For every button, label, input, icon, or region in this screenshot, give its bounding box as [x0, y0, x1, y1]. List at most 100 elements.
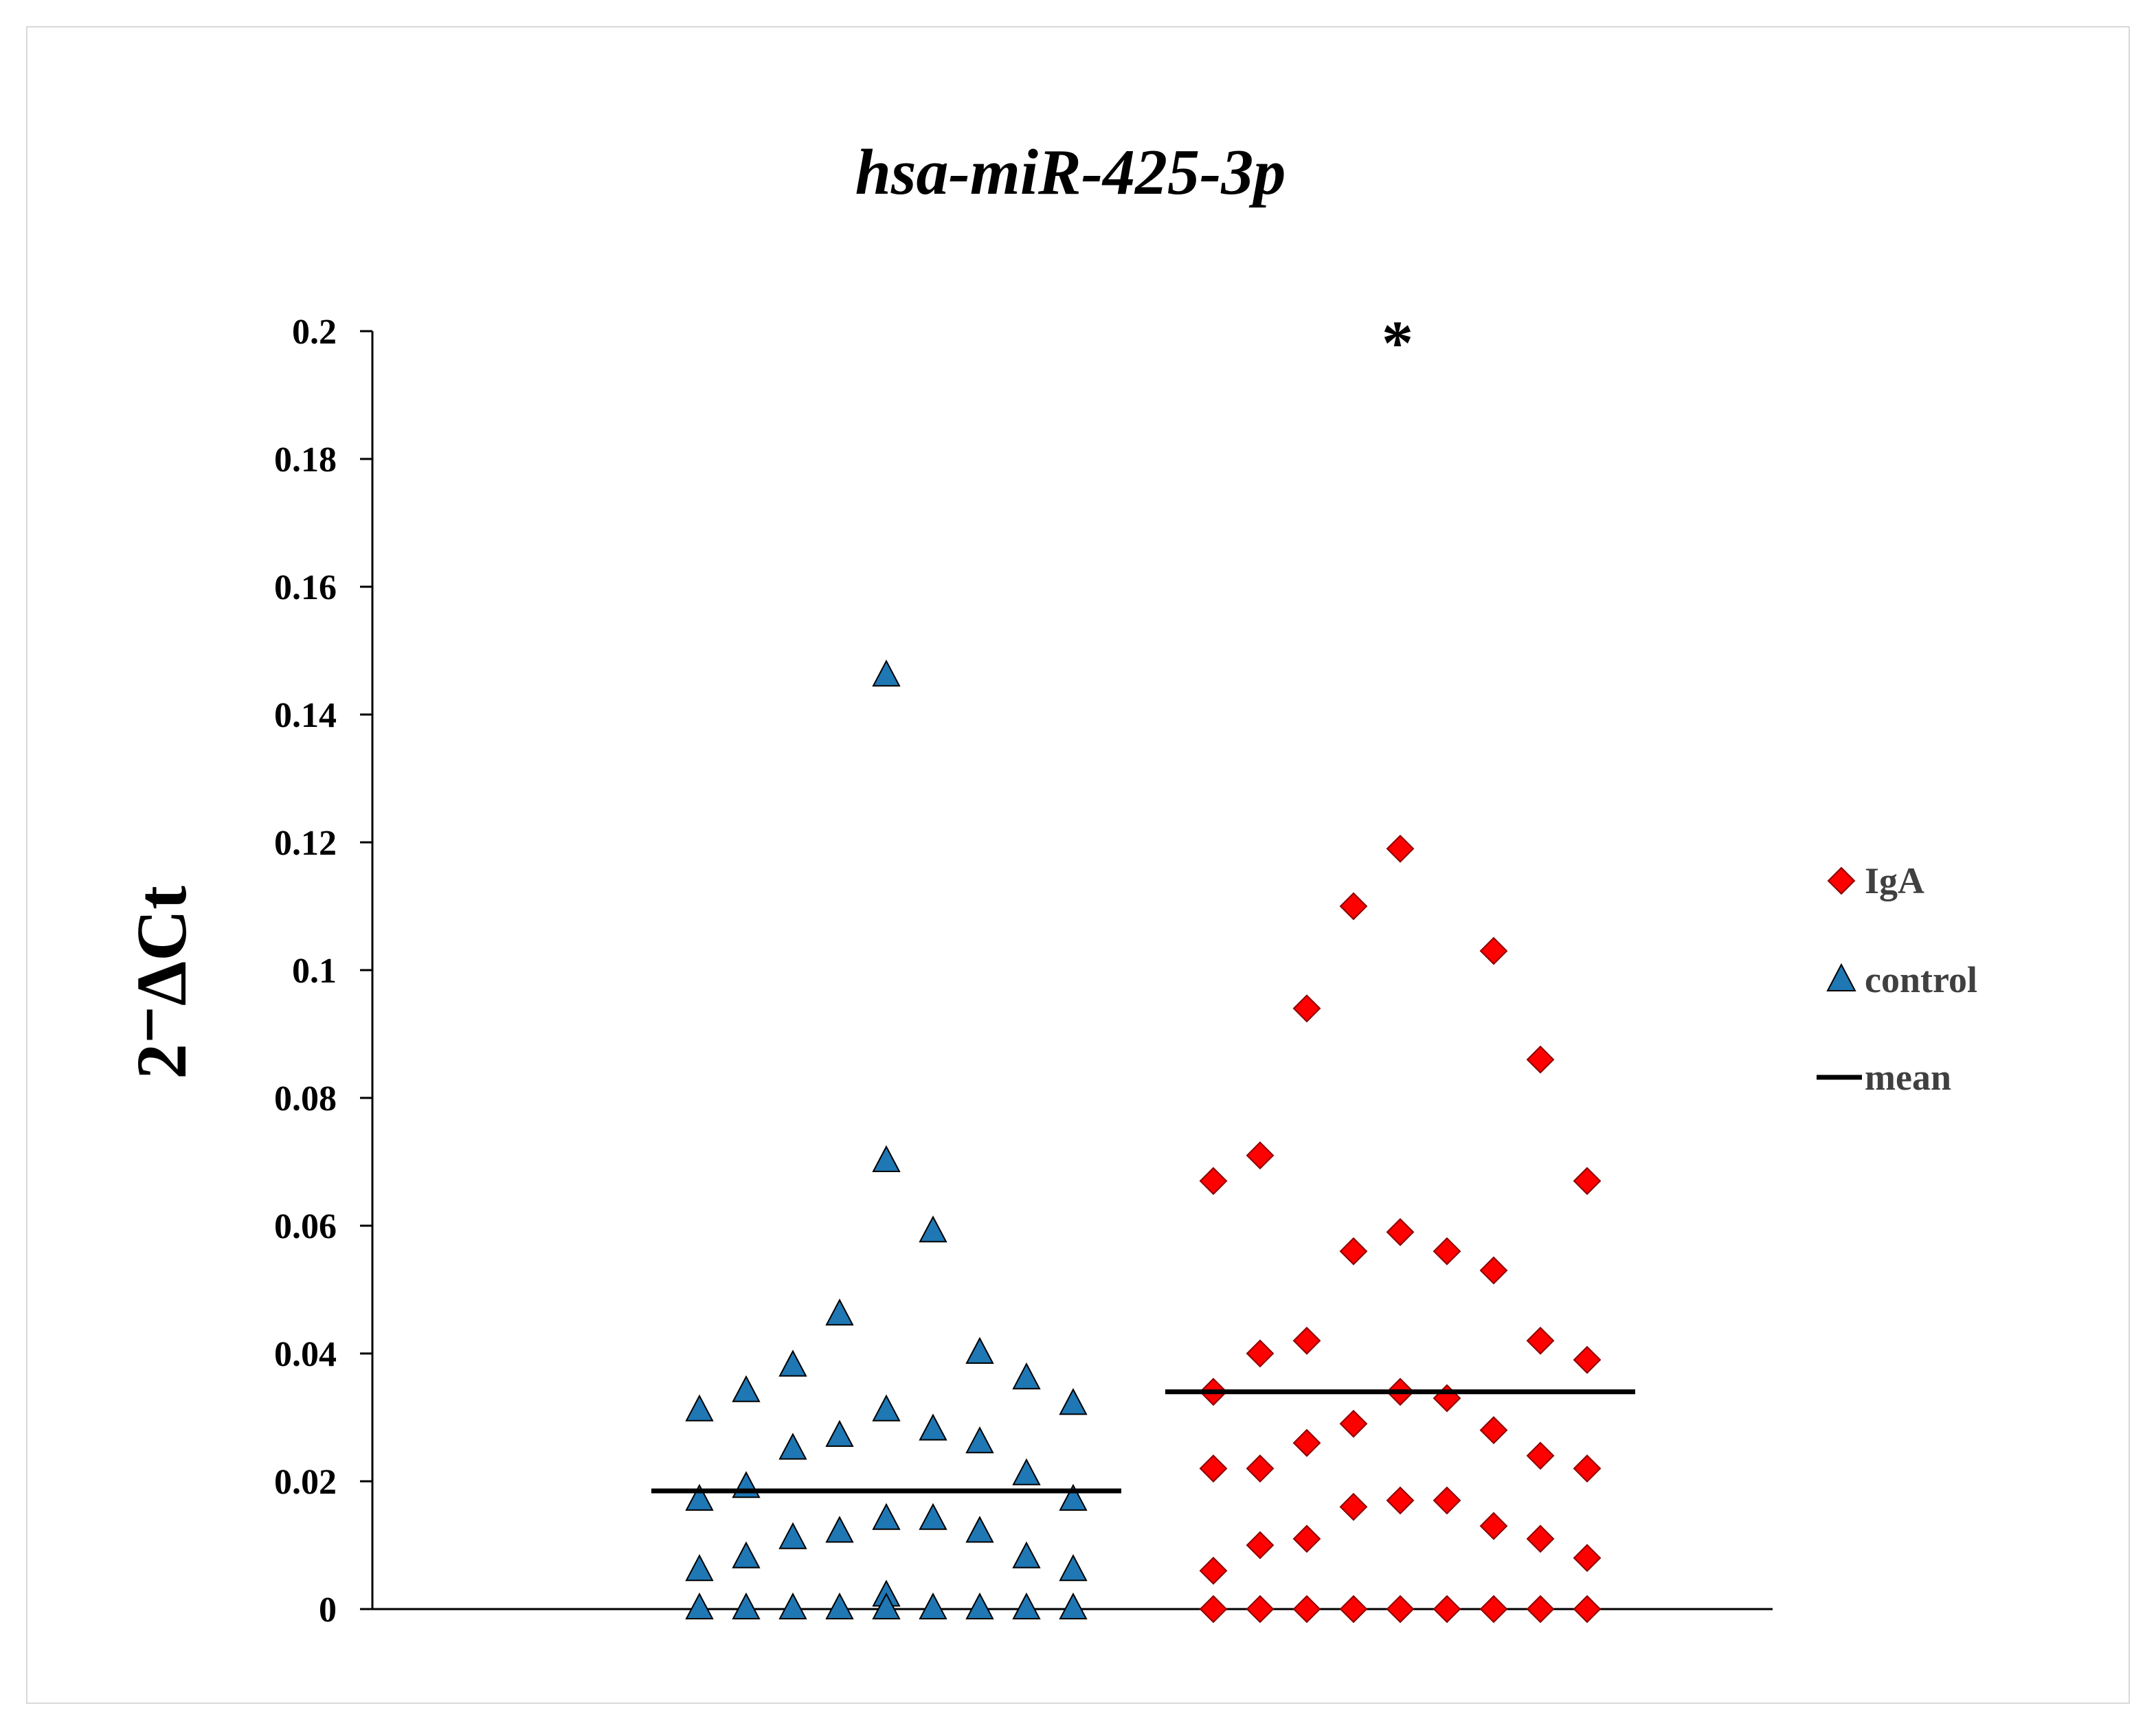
control-point [872, 660, 901, 687]
iga-point [1339, 892, 1368, 921]
chart-title: hsa-miR-425-3p [855, 137, 1286, 208]
iga-point [1479, 936, 1508, 965]
y-tick-label: 0 [319, 1591, 337, 1630]
control-point [778, 1349, 807, 1377]
iga-point [1292, 1428, 1321, 1457]
iga-point [1433, 1486, 1461, 1515]
control-point [919, 1592, 947, 1619]
control-point [965, 1592, 994, 1619]
y-axis-ticks: 0 0.02 0.04 0.06 0.08 0.1 0.12 0.14 0.16 0.18 0.2 [274, 313, 372, 1630]
legend-label-control: control [1865, 959, 1977, 1000]
mean-lines [651, 1389, 1635, 1494]
iga-point [1433, 1595, 1461, 1624]
control-point [1012, 1541, 1041, 1569]
control-point [1059, 1554, 1088, 1582]
control-point [872, 1145, 901, 1172]
y-tick-label: 0.02 [274, 1463, 337, 1502]
iga-point [1386, 1486, 1415, 1515]
control-point [732, 1471, 761, 1498]
control-point [919, 1215, 947, 1243]
iga-point [1479, 1595, 1508, 1624]
control-point [1012, 1362, 1041, 1390]
control-point [1059, 1388, 1088, 1415]
iga-point [1292, 1525, 1321, 1553]
iga-point [1199, 1454, 1228, 1483]
control-point [1059, 1483, 1088, 1511]
iga-point [1246, 1141, 1274, 1170]
control-point [685, 1592, 714, 1619]
axes [371, 331, 1773, 1610]
control-point [685, 1394, 714, 1422]
iga-point [1433, 1384, 1461, 1413]
y-tick-label: 0.04 [274, 1335, 337, 1374]
y-axis-label: 2⁻ΔCt [122, 886, 201, 1079]
iga-point [1573, 1454, 1602, 1483]
legend-label-mean: mean [1865, 1057, 1951, 1098]
iga-point [1339, 1237, 1368, 1266]
iga-point [1479, 1256, 1508, 1285]
iga-point [1386, 1595, 1415, 1624]
iga-point [1199, 1167, 1228, 1195]
legend-control-icon [1826, 963, 1856, 991]
control-point [919, 1413, 947, 1441]
iga-point [1479, 1416, 1508, 1445]
significance-marker: * [1382, 308, 1413, 378]
iga-point [1573, 1167, 1602, 1195]
y-tick-label: 0.16 [274, 568, 337, 607]
legend: IgA control mean [1817, 860, 1977, 1098]
control-point [685, 1483, 714, 1511]
y-tick-label: 0.06 [274, 1207, 337, 1246]
control-point [825, 1419, 854, 1447]
iga-point [1199, 1556, 1228, 1585]
control-point [1059, 1592, 1088, 1619]
iga-point [1526, 1595, 1555, 1624]
control-point [965, 1426, 994, 1454]
iga-point [1386, 834, 1415, 863]
iga-point [1573, 1544, 1602, 1573]
legend-iga-icon [1827, 866, 1856, 895]
control-point [1012, 1592, 1041, 1619]
control-point [965, 1516, 994, 1543]
control-point [872, 1592, 901, 1619]
iga-point [1573, 1595, 1602, 1624]
iga-point [1339, 1492, 1368, 1521]
iga-point [1433, 1237, 1461, 1266]
control-point [872, 1394, 901, 1422]
iga-point [1246, 1595, 1274, 1624]
iga-point [1339, 1409, 1368, 1438]
control-point [965, 1336, 994, 1364]
iga-point [1292, 1595, 1321, 1624]
control-point [778, 1433, 807, 1460]
y-tick-label: 0.12 [274, 824, 337, 863]
control-point [919, 1503, 947, 1530]
data-points [685, 660, 1602, 1624]
control-point [778, 1522, 807, 1549]
control-point [1012, 1458, 1041, 1485]
y-tick-label: 0.1 [292, 952, 337, 991]
control-point [872, 1503, 901, 1530]
legend-label-iga: IgA [1865, 860, 1924, 901]
y-tick-label: 0.08 [274, 1079, 337, 1119]
iga-point [1526, 1441, 1555, 1470]
control-point [825, 1299, 854, 1326]
iga-point [1246, 1454, 1274, 1483]
control-point [825, 1516, 854, 1543]
iga-point [1246, 1339, 1274, 1368]
iga-point [1246, 1531, 1274, 1560]
chart-frame [26, 26, 2130, 1704]
iga-point [1526, 1045, 1555, 1074]
y-tick-label: 0.2 [292, 313, 337, 352]
control-point [732, 1592, 761, 1619]
iga-point [1386, 1217, 1415, 1246]
iga-point [1339, 1595, 1368, 1624]
control-point [732, 1375, 761, 1402]
iga-point [1526, 1525, 1555, 1553]
iga-point [1526, 1326, 1555, 1355]
y-tick-label: 0.18 [274, 440, 337, 480]
iga-point [1199, 1595, 1228, 1624]
iga-point [1573, 1345, 1602, 1374]
control-point [778, 1592, 807, 1619]
control-point [685, 1554, 714, 1582]
control-point [825, 1592, 854, 1619]
